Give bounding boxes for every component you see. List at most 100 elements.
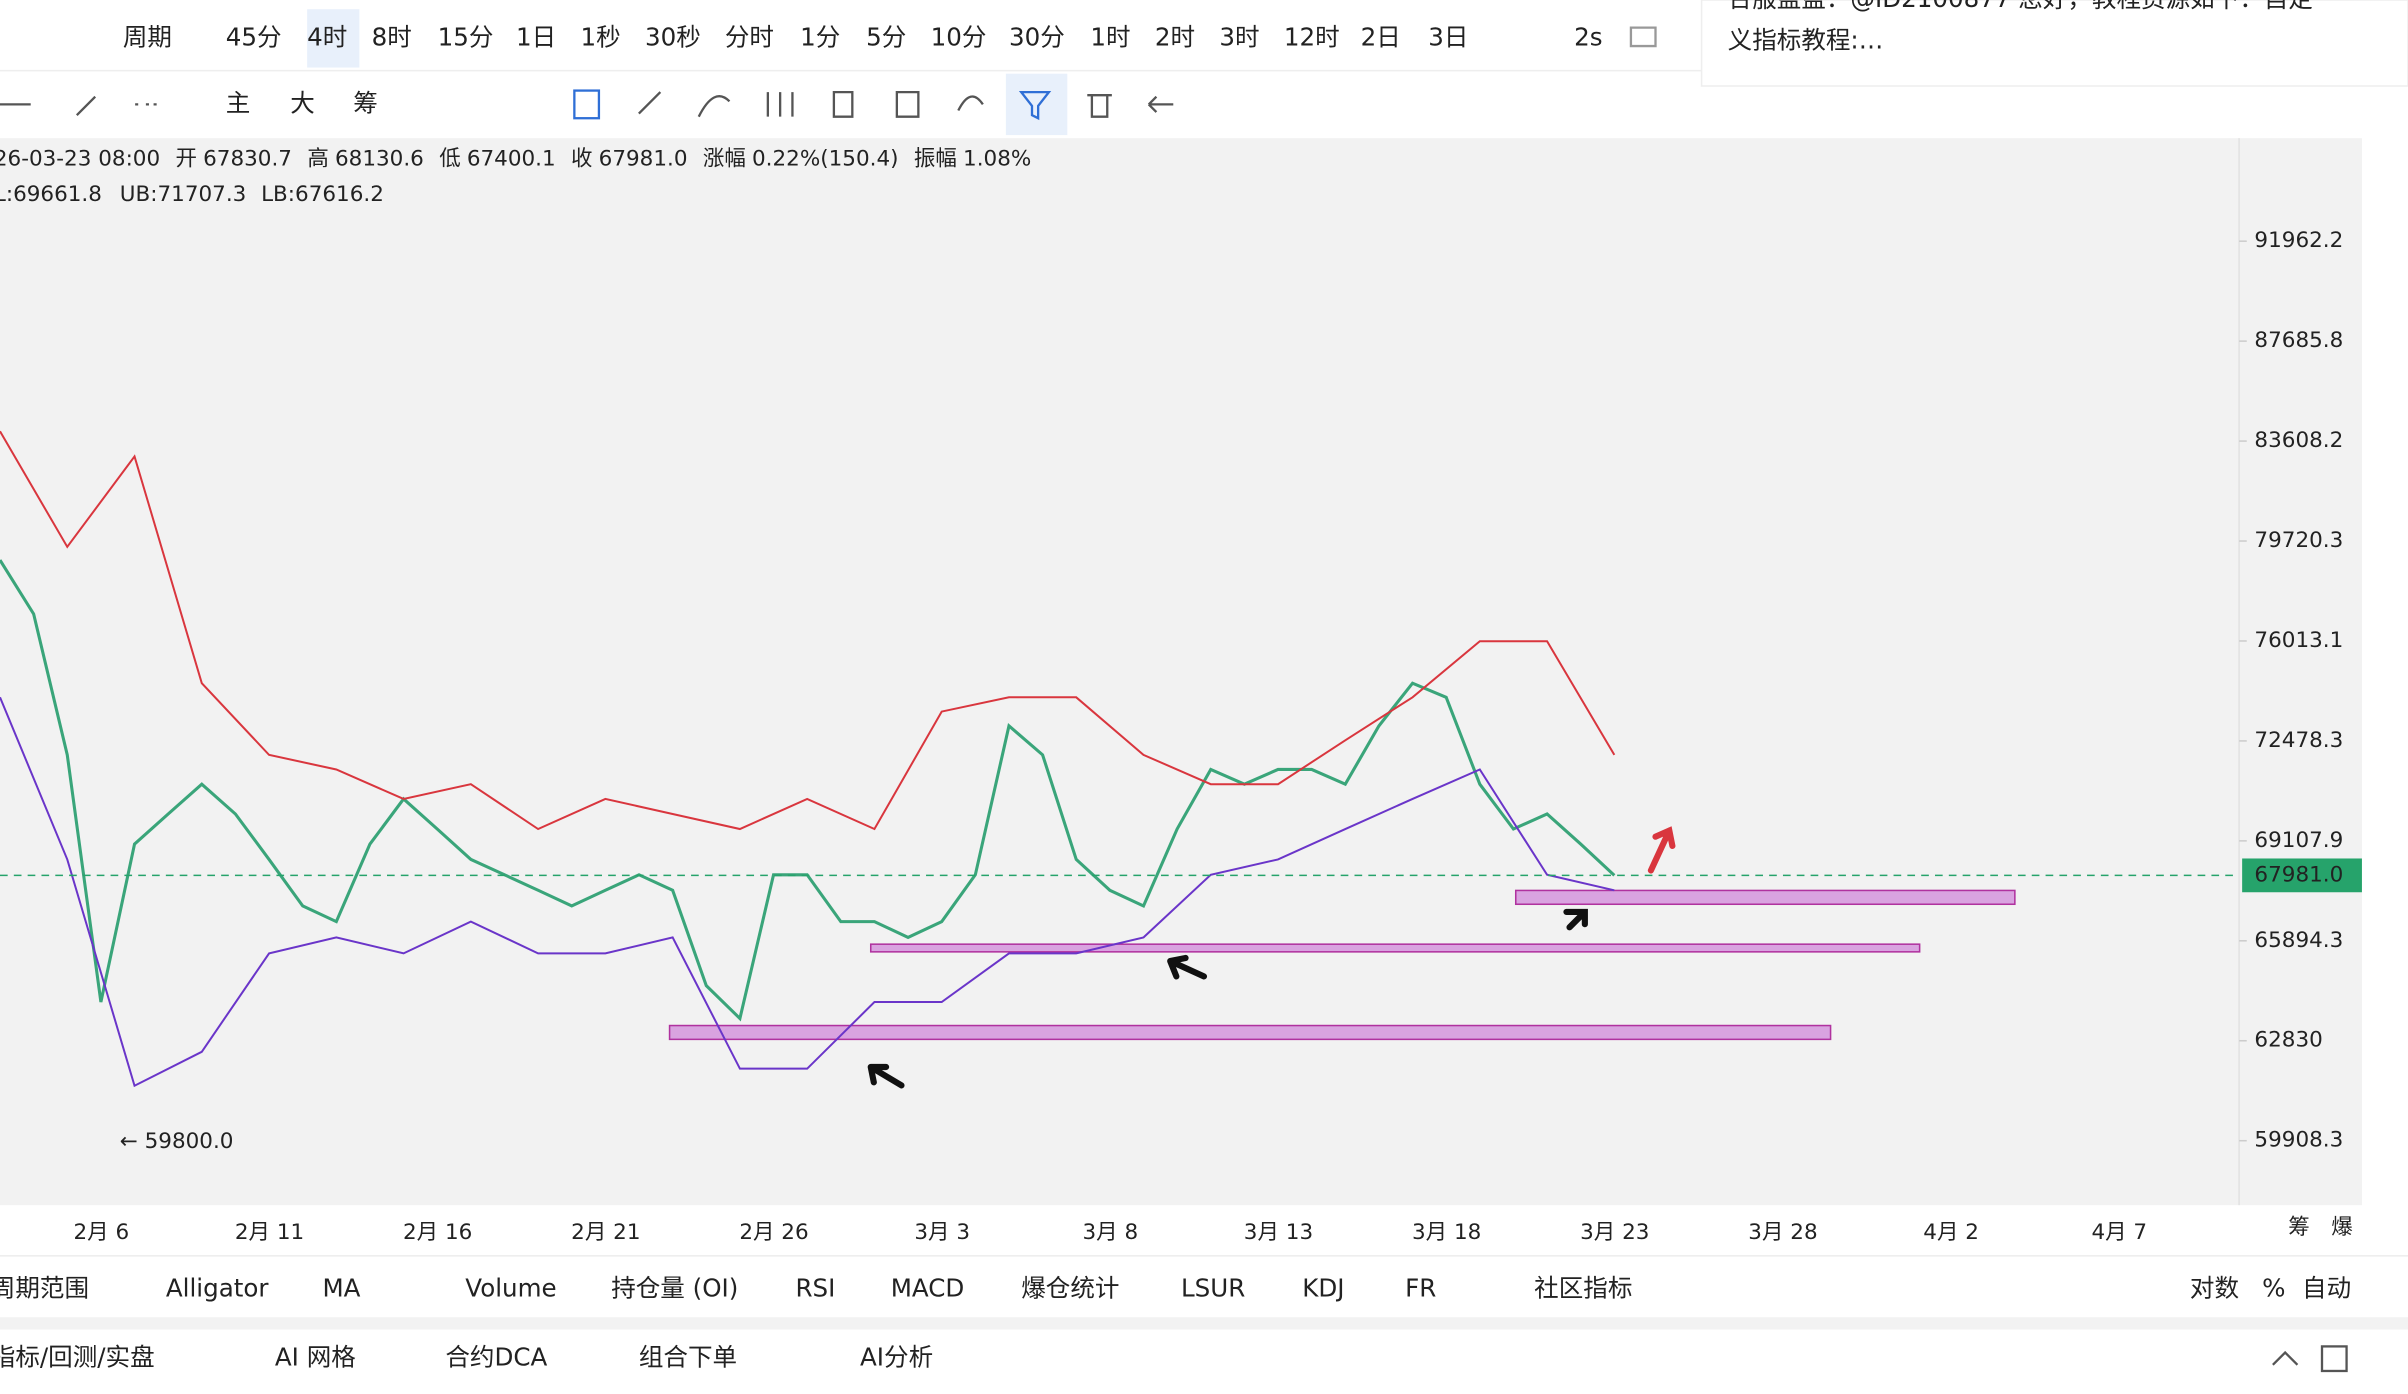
bottom-tab[interactable]: AI分析: [860, 1343, 933, 1372]
support-zone: [869, 943, 1921, 953]
bottom-tab[interactable]: 指标/回测/实盘: [0, 1343, 155, 1372]
zones: [668, 889, 2016, 1041]
collapse-icon[interactable]: [2272, 1350, 2299, 1366]
toolbar-icons: [0, 26, 2348, 1373]
tool-icon[interactable]: [573, 89, 601, 120]
period-button[interactable]: 周期: [123, 22, 172, 51]
chart-area: [0, 138, 2362, 1206]
x-tick-label: 4月 2: [1923, 1220, 1979, 1245]
indicator-tab[interactable]: LSUR: [1181, 1274, 1245, 1303]
boll-text: UB:71707.3: [120, 182, 247, 207]
period-button[interactable]: 4时: [307, 22, 347, 51]
x-tick-label: 3月 3: [914, 1220, 970, 1245]
active-tool-bg: [1005, 73, 1068, 136]
indicator-button[interactable]: 大: [290, 88, 315, 117]
boll-text: LB:67616.2: [261, 182, 384, 207]
axis-side-button[interactable]: 筹: [2288, 1215, 2309, 1240]
expand-icon[interactable]: [2320, 1345, 2348, 1373]
last-price-box: [2242, 858, 2362, 893]
x-tick-label: 2月 16: [403, 1220, 472, 1245]
period-button[interactable]: 3日: [1428, 22, 1468, 51]
period-button[interactable]: 45分: [226, 22, 282, 51]
period-button[interactable]: 3时: [1219, 22, 1259, 51]
ohlc-text: 振幅: [914, 147, 957, 172]
arrow: [1167, 954, 1208, 980]
tool-icon[interactable]: [1087, 94, 1174, 118]
ohlc-text: 开: [176, 147, 197, 172]
indicator-tab[interactable]: 持仓量 (OI): [611, 1274, 738, 1303]
indicator-tab[interactable]: MA: [322, 1274, 360, 1303]
indicator-tab[interactable]: Alligator: [166, 1274, 270, 1303]
ohlc-text: 67981.0: [599, 147, 688, 172]
period-button[interactable]: 分时: [725, 22, 774, 51]
axis-side-button[interactable]: 爆: [2331, 1215, 2352, 1240]
period-button[interactable]: 30秒: [645, 22, 701, 51]
last-price-label: 67981.0: [2254, 862, 2343, 887]
indicator-tab[interactable]: MACD: [891, 1274, 965, 1303]
period-button[interactable]: 2s: [1574, 22, 1602, 51]
price-line: [0, 696, 1615, 1088]
indicator-tab[interactable]: Volume: [465, 1274, 556, 1303]
ohlc-text: 涨幅: [703, 147, 746, 172]
indicator-tab[interactable]: FR: [1405, 1274, 1436, 1303]
period-button[interactable]: 1时: [1090, 22, 1130, 51]
x-tick-label: 3月 23: [1580, 1220, 1649, 1245]
y-tick-label: 65894.3: [2254, 928, 2343, 953]
x-tick-label: 2月 6: [74, 1220, 130, 1245]
period-button[interactable]: 15分: [438, 22, 494, 51]
period-button[interactable]: 1日: [516, 22, 556, 51]
boll-text: L:69661.8: [0, 182, 102, 207]
x-tick-label: 3月 28: [1748, 1220, 1817, 1245]
ohlc-text: 26-03-23 08:00: [0, 147, 160, 172]
bottom-tab[interactable]: 组合下单: [639, 1343, 737, 1372]
period-button[interactable]: 5分: [866, 22, 906, 51]
scale-option[interactable]: %: [2262, 1274, 2285, 1303]
period-button[interactable]: 30分: [1009, 22, 1065, 51]
period-button[interactable]: 1分: [800, 22, 840, 51]
tool-icon[interactable]: [1018, 90, 1052, 121]
ohlc-text: 67830.7: [203, 147, 292, 172]
indicator-button[interactable]: 筹: [353, 88, 378, 117]
indicator-tab[interactable]: 周期范围: [0, 1274, 89, 1303]
x-tick-label: 3月 8: [1082, 1220, 1138, 1245]
bottom-tab[interactable]: AI 网格: [275, 1343, 356, 1372]
popup-text: 合服盘盘：@ID2100877 您好，教程资源如下：自定: [1728, 0, 2313, 13]
indicator-button[interactable]: 主: [226, 88, 251, 117]
tool-icon[interactable]: [0, 95, 157, 116]
ohlc-text: 高: [307, 147, 328, 172]
period-button[interactable]: 2日: [1361, 22, 1401, 51]
y-tick-label: 76013.1: [2254, 628, 2343, 653]
active-period-bg: [307, 9, 360, 68]
y-tick-label: 83608.2: [2254, 428, 2343, 453]
arrow: [1563, 908, 1588, 931]
y-tick-label: 91962.2: [2254, 228, 2343, 253]
arrow: [867, 1063, 905, 1089]
indicator-tab[interactable]: RSI: [796, 1274, 836, 1303]
popup-text: 义指标教程:…: [1728, 25, 1884, 54]
period-button[interactable]: 2时: [1155, 22, 1195, 51]
bottom-tab[interactable]: 合约DCA: [445, 1343, 547, 1372]
period-button[interactable]: 8时: [372, 22, 412, 51]
ohlc-text: 0.22%(150.4): [752, 147, 899, 172]
period-button[interactable]: 12时: [1284, 22, 1340, 51]
indicator-tab[interactable]: 爆仓统计: [1021, 1274, 1119, 1303]
y-tick-label: 72478.3: [2254, 728, 2343, 753]
ohlc-text: 收: [571, 147, 592, 172]
period-button[interactable]: 10分: [931, 22, 987, 51]
period-button[interactable]: 1秒: [581, 22, 621, 51]
x-tick-label: 3月 13: [1244, 1220, 1313, 1245]
indicator-tab[interactable]: 社区指标: [1534, 1274, 1632, 1303]
y-tick-label: 59908.3: [2254, 1128, 2343, 1153]
scale-option[interactable]: 对数: [2190, 1274, 2239, 1303]
x-tick-label: 2月 21: [571, 1220, 640, 1245]
x-tick-label: 4月 7: [2091, 1220, 2147, 1245]
support-zone: [1514, 889, 2016, 906]
tool-icon[interactable]: [638, 90, 984, 118]
camera-icon[interactable]: [1629, 26, 1657, 48]
scale-option[interactable]: 自动: [2302, 1274, 2351, 1303]
indicator-tab[interactable]: KDJ: [1302, 1274, 1344, 1303]
x-tick-label: 3月 18: [1412, 1220, 1481, 1245]
x-tick-label: 2月 26: [739, 1220, 808, 1245]
